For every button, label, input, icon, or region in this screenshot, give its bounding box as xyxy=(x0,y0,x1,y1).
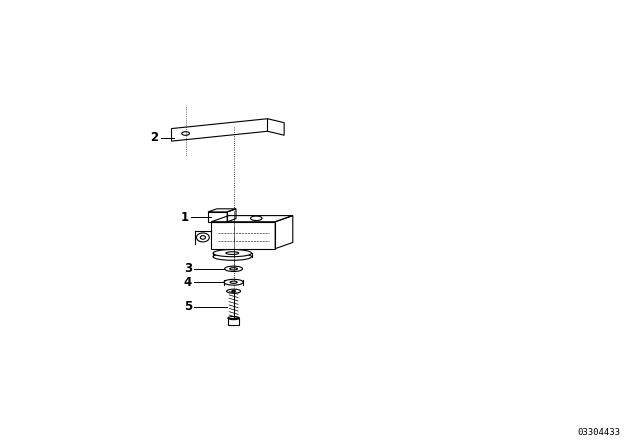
Ellipse shape xyxy=(213,253,252,260)
Ellipse shape xyxy=(225,266,243,271)
Text: 1: 1 xyxy=(180,211,189,224)
Polygon shape xyxy=(268,119,284,135)
Ellipse shape xyxy=(227,289,241,293)
Ellipse shape xyxy=(230,267,237,270)
Polygon shape xyxy=(172,119,268,141)
Ellipse shape xyxy=(213,250,252,257)
Text: 03304433: 03304433 xyxy=(578,428,621,437)
Ellipse shape xyxy=(226,252,239,254)
Text: 3: 3 xyxy=(184,262,192,276)
Ellipse shape xyxy=(196,233,209,242)
Text: 2: 2 xyxy=(150,131,159,144)
Ellipse shape xyxy=(224,280,243,285)
Ellipse shape xyxy=(232,291,236,292)
Ellipse shape xyxy=(250,216,262,220)
Ellipse shape xyxy=(200,236,205,239)
Text: 4: 4 xyxy=(184,276,192,289)
Text: 5: 5 xyxy=(184,300,192,314)
Ellipse shape xyxy=(230,281,237,284)
Ellipse shape xyxy=(182,132,189,135)
